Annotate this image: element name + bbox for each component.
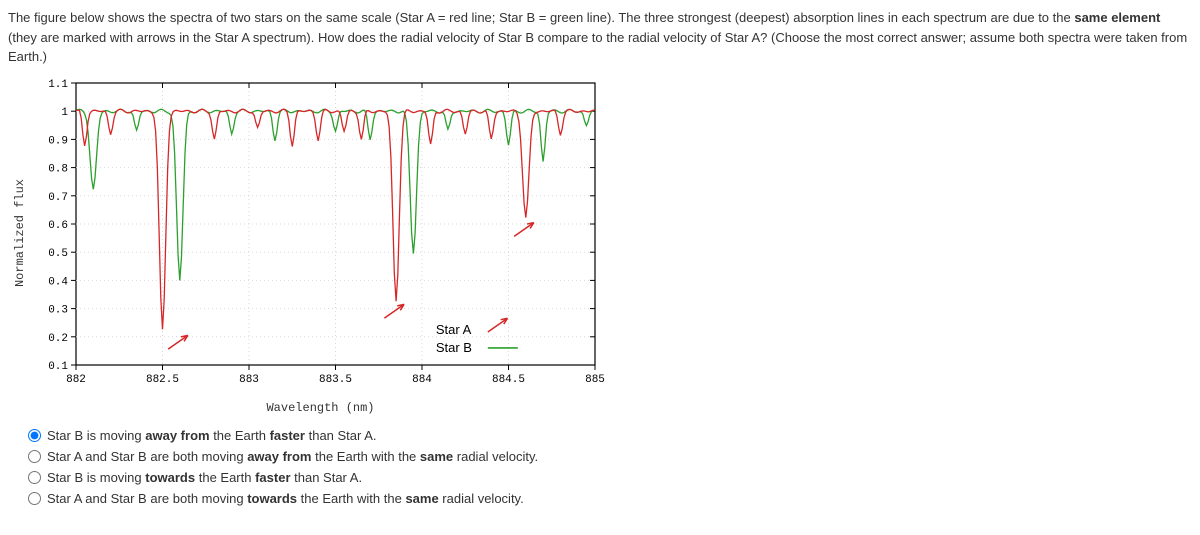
svg-text:884.5: 884.5 [492, 374, 525, 386]
svg-text:0.2: 0.2 [48, 332, 68, 344]
x-axis-label: Wavelength (nm) [28, 401, 613, 415]
answer-option[interactable]: Star B is moving away from the Earth fas… [28, 425, 1192, 446]
answer-option[interactable]: Star B is moving towards the Earth faste… [28, 467, 1192, 488]
svg-text:0.1: 0.1 [48, 361, 68, 373]
svg-text:0.8: 0.8 [48, 163, 68, 175]
answer-radio[interactable] [28, 471, 41, 484]
spectrum-chart: Normalized flux 882882.5883883.5884884.5… [28, 73, 613, 393]
svg-text:0.4: 0.4 [48, 276, 68, 288]
answer-radio[interactable] [28, 450, 41, 463]
svg-text:1: 1 [61, 107, 68, 119]
svg-text:0.6: 0.6 [48, 220, 68, 232]
svg-text:883: 883 [239, 374, 259, 386]
svg-text:0.9: 0.9 [48, 135, 68, 147]
answer-radio[interactable] [28, 492, 41, 505]
svg-text:0.3: 0.3 [48, 304, 68, 316]
answer-options: Star B is moving away from the Earth fas… [28, 425, 1192, 509]
svg-text:884: 884 [412, 374, 432, 386]
svg-text:885: 885 [585, 374, 605, 386]
svg-text:Star B: Star B [436, 339, 472, 354]
svg-text:0.5: 0.5 [48, 248, 68, 260]
y-axis-label: Normalized flux [13, 178, 27, 286]
svg-text:Star A: Star A [436, 321, 472, 336]
answer-text: Star B is moving away from the Earth fas… [47, 428, 377, 443]
question-part3: (they are marked with arrows in the Star… [8, 30, 1187, 65]
answer-text: Star A and Star B are both moving toward… [47, 491, 524, 506]
svg-text:882: 882 [66, 374, 86, 386]
x-axis-label-wrap: Wavelength (nm) [28, 401, 613, 415]
svg-text:883.5: 883.5 [319, 374, 352, 386]
question-part1: The figure below shows the spectra of tw… [8, 10, 1074, 25]
chart-svg: 882 882.5 883 883.5 884 884.5 885 0.1 0.2 0.3 0.4 0… [28, 73, 613, 393]
question-bold: same element [1074, 10, 1160, 25]
svg-text:0.7: 0.7 [48, 191, 68, 203]
answer-text: Star B is moving towards the Earth faste… [47, 470, 362, 485]
svg-text:882.5: 882.5 [146, 374, 179, 386]
answer-text: Star A and Star B are both moving away f… [47, 449, 538, 464]
svg-text:1.1: 1.1 [48, 79, 68, 91]
answer-radio[interactable] [28, 429, 41, 442]
answer-option[interactable]: Star A and Star B are both moving away f… [28, 446, 1192, 467]
answer-option[interactable]: Star A and Star B are both moving toward… [28, 488, 1192, 509]
question-text: The figure below shows the spectra of tw… [8, 8, 1192, 67]
